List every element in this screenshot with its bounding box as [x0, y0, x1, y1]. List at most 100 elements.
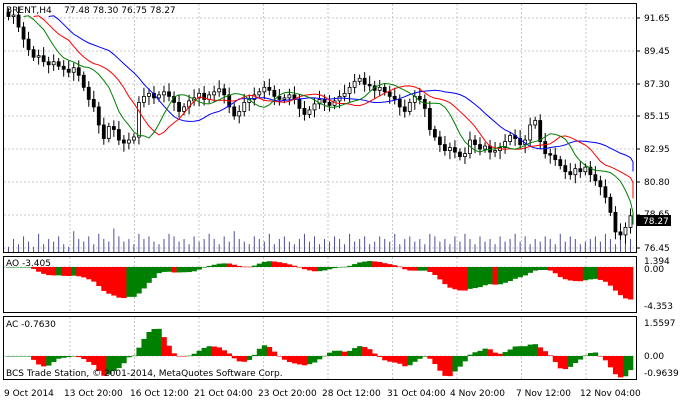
candle-body[interactable] [432, 129, 437, 138]
candle-body[interactable] [41, 55, 46, 63]
ao-bar[interactable] [562, 267, 569, 280]
ac-bar[interactable] [502, 352, 508, 356]
ac-bar[interactable] [106, 356, 112, 375]
ac-bar[interactable] [547, 355, 554, 356]
ac-bar[interactable] [241, 356, 248, 362]
ac-bar[interactable] [116, 356, 122, 369]
ac-bar[interactable] [422, 356, 428, 357]
ac-bar[interactable] [512, 346, 518, 356]
ac-bar[interactable] [161, 337, 167, 356]
ao-bar[interactable] [557, 267, 564, 278]
candle-body[interactable] [528, 124, 533, 141]
ao-bar[interactable] [572, 267, 579, 282]
candle-body[interactable] [147, 92, 151, 97]
ao-bar[interactable] [517, 267, 523, 278]
candle-body[interactable] [66, 68, 71, 73]
ac-bar[interactable] [301, 356, 308, 366]
candle-body[interactable] [382, 86, 387, 93]
candle-body[interactable] [377, 86, 382, 91]
ac-bar[interactable] [592, 352, 599, 356]
candle-body[interactable] [362, 77, 367, 85]
ac-bar[interactable] [146, 331, 152, 356]
ao-bar[interactable] [477, 267, 483, 288]
ac-bar[interactable] [131, 355, 137, 357]
ao-bar[interactable] [542, 267, 549, 271]
candle-body[interactable] [111, 126, 116, 130]
ac-bar[interactable] [622, 356, 629, 377]
ac-bar[interactable] [256, 348, 263, 356]
ao-bar[interactable] [176, 267, 182, 273]
candle-body[interactable] [36, 55, 41, 58]
candle-body[interactable] [96, 106, 101, 126]
ac-bar[interactable] [572, 356, 579, 364]
ac-bar[interactable] [176, 356, 182, 357]
ao-bar[interactable] [432, 267, 438, 275]
ac-bar[interactable] [226, 353, 233, 356]
ac-bar[interactable] [231, 356, 238, 359]
ac-bar[interactable] [357, 346, 363, 356]
ao-bar[interactable] [527, 267, 533, 273]
ac-bar[interactable] [211, 346, 217, 356]
ao-bar[interactable] [592, 267, 599, 279]
candle-body[interactable] [387, 91, 392, 97]
candle-body[interactable] [618, 231, 623, 236]
candle-body[interactable] [126, 139, 131, 144]
ac-bar[interactable] [31, 356, 37, 360]
ao-bar[interactable] [306, 267, 313, 271]
candle-body[interactable] [453, 147, 457, 153]
candle-body[interactable] [442, 144, 447, 151]
candle-body[interactable] [598, 180, 603, 188]
ao-bar[interactable] [552, 267, 559, 274]
ao-bar[interactable] [266, 261, 273, 267]
ac-bar[interactable] [201, 347, 207, 356]
ao-bar[interactable] [487, 267, 493, 285]
ac-bar[interactable] [412, 356, 418, 362]
ao-bar[interactable] [532, 267, 538, 271]
ao-bar[interactable] [402, 267, 408, 270]
candle-body[interactable] [448, 147, 452, 151]
ao-bar[interactable] [347, 265, 353, 267]
ao-bar[interactable] [352, 264, 358, 267]
ao-bar[interactable] [66, 267, 72, 276]
ao-bar[interactable] [51, 267, 57, 276]
ao-bar[interactable] [587, 267, 594, 280]
ao-bar[interactable] [382, 263, 388, 267]
ac-bar[interactable] [171, 353, 177, 356]
ao-bar[interactable] [311, 267, 318, 272]
ao-bar[interactable] [206, 265, 212, 267]
ao-bar[interactable] [582, 267, 589, 281]
ao-histogram[interactable] [6, 261, 634, 300]
ao-bar[interactable] [622, 267, 629, 299]
candle-body[interactable] [573, 168, 578, 176]
candle-body[interactable] [588, 166, 593, 176]
candle-body[interactable] [407, 101, 412, 112]
ac-bar[interactable] [487, 349, 493, 356]
ao-bar[interactable] [597, 267, 604, 280]
candle-body[interactable] [613, 211, 618, 233]
ao-bar[interactable] [301, 267, 308, 270]
ac-bar[interactable] [532, 344, 538, 356]
ac-bar[interactable] [316, 356, 323, 360]
ac-bar[interactable] [542, 351, 549, 356]
candle-body[interactable] [237, 111, 242, 117]
ao-bar[interactable] [437, 267, 443, 280]
candle-body[interactable] [267, 86, 272, 91]
ac-bar[interactable] [61, 356, 67, 358]
candle-body[interactable] [272, 89, 277, 97]
ac-bar[interactable] [397, 356, 403, 364]
ao-bar[interactable] [507, 267, 513, 281]
ac-bar[interactable] [452, 356, 458, 372]
ao-bar[interactable] [392, 265, 398, 267]
candle-body[interactable] [603, 186, 608, 198]
ac-bar[interactable] [26, 356, 32, 357]
candle-body[interactable] [71, 67, 76, 73]
ao-bar[interactable] [607, 267, 614, 286]
ao-bar[interactable] [146, 267, 152, 283]
ao-bar[interactable] [41, 267, 47, 274]
ac-bar[interactable] [11, 356, 17, 357]
ac-bar[interactable] [462, 356, 468, 362]
ao-bar[interactable] [56, 267, 62, 276]
candle-body[interactable] [322, 98, 327, 103]
ao-bar[interactable] [417, 267, 423, 271]
candle-body[interactable] [427, 108, 432, 130]
